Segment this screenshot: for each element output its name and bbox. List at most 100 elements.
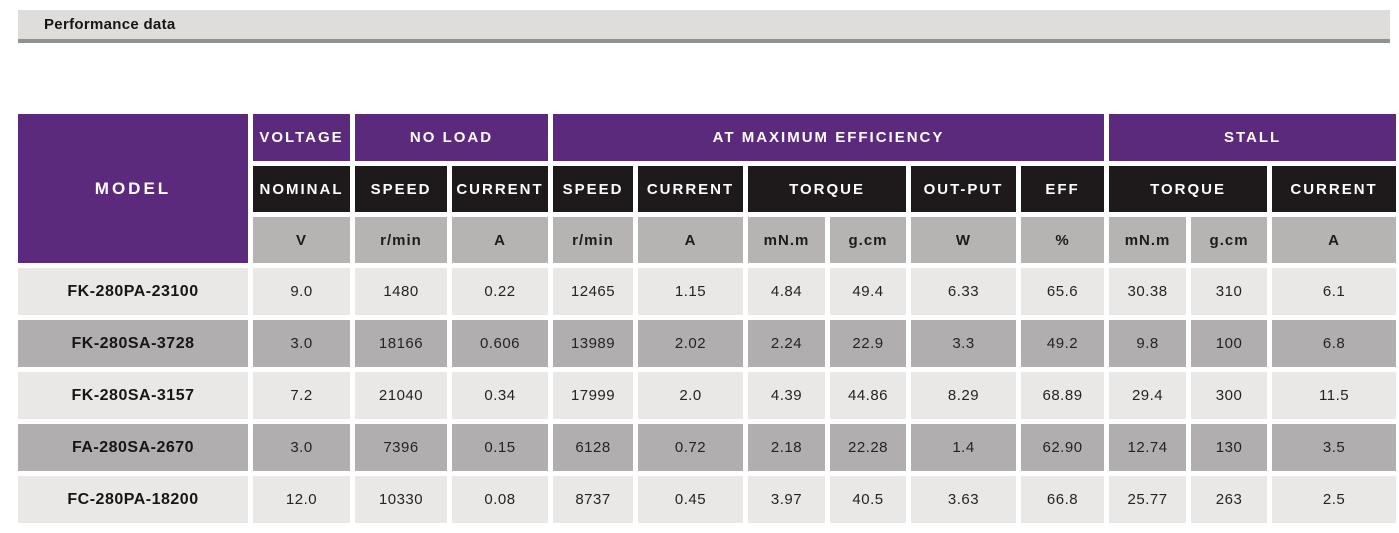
cell-maxeff-current: 1.15 xyxy=(638,268,744,315)
column-header-nominal: NOMINAL xyxy=(253,166,350,212)
cell-maxeff-torque-mnm: 4.39 xyxy=(748,372,826,419)
column-header-stall-torque: TORQUE xyxy=(1109,166,1268,212)
cell-noload-current: 0.08 xyxy=(452,476,549,523)
unit-eff-percent: % xyxy=(1021,217,1105,263)
page-title: Performance data xyxy=(44,16,176,33)
cell-maxeff-torque-mnm: 4.84 xyxy=(748,268,826,315)
cell-maxeff-torque-gcm: 22.28 xyxy=(830,424,907,471)
cell-stall-torque-gcm: 310 xyxy=(1191,268,1268,315)
column-group-no-load: NO LOAD xyxy=(355,114,549,161)
cell-voltage: 3.0 xyxy=(253,320,350,367)
cell-stall-torque-mnm: 29.4 xyxy=(1109,372,1187,419)
unit-voltage: V xyxy=(253,217,350,263)
cell-output: 6.33 xyxy=(911,268,1017,315)
cell-stall-torque-gcm: 100 xyxy=(1191,320,1268,367)
cell-maxeff-torque-mnm: 2.24 xyxy=(748,320,826,367)
cell-voltage: 7.2 xyxy=(253,372,350,419)
model-cell: FK-280PA-23100 xyxy=(18,268,248,315)
table-row: FA-280SA-2670 3.0 7396 0.15 6128 0.72 2.… xyxy=(18,424,1397,471)
header-group-row: MODEL VOLTAGE NO LOAD AT MAXIMUM EFFICIE… xyxy=(18,114,1397,263)
cell-noload-current: 0.606 xyxy=(452,320,549,367)
cell-maxeff-torque-gcm: 44.86 xyxy=(830,372,907,419)
cell-maxeff-torque-mnm: 3.97 xyxy=(748,476,826,523)
unit-maxeff-current: A xyxy=(638,217,744,263)
cell-output: 3.3 xyxy=(911,320,1017,367)
cell-maxeff-current: 0.45 xyxy=(638,476,744,523)
table-row: FK-280PA-23100 9.0 1480 0.22 12465 1.15 … xyxy=(18,268,1397,315)
cell-stall-torque-mnm: 12.74 xyxy=(1109,424,1187,471)
cell-maxeff-torque-gcm: 40.5 xyxy=(830,476,907,523)
model-cell: FC-280PA-18200 xyxy=(18,476,248,523)
cell-maxeff-speed: 8737 xyxy=(553,476,634,523)
unit-noload-speed: r/min xyxy=(355,217,447,263)
cell-stall-current: 3.5 xyxy=(1272,424,1397,471)
column-header-stall-current: CURRENT xyxy=(1272,166,1397,212)
column-header-noload-speed: SPEED xyxy=(355,166,447,212)
cell-noload-current: 0.34 xyxy=(452,372,549,419)
cell-noload-speed: 18166 xyxy=(355,320,447,367)
cell-noload-speed: 1480 xyxy=(355,268,447,315)
table-row: FK-280SA-3157 7.2 21040 0.34 17999 2.0 4… xyxy=(18,372,1397,419)
header-units-row: V r/min A r/min A mN.m g.cm W % mN.m g.c… xyxy=(18,217,1397,263)
cell-maxeff-speed: 17999 xyxy=(553,372,634,419)
column-header-eff: EFF xyxy=(1021,166,1105,212)
section-header-bar: Performance data xyxy=(18,10,1390,43)
column-header-maxeff-torque: TORQUE xyxy=(748,166,907,212)
cell-maxeff-torque-gcm: 22.9 xyxy=(830,320,907,367)
unit-stall-current: A xyxy=(1272,217,1397,263)
cell-stall-torque-gcm: 300 xyxy=(1191,372,1268,419)
model-cell: FK-280SA-3157 xyxy=(18,372,248,419)
cell-eff: 65.6 xyxy=(1021,268,1105,315)
table-row: FC-280PA-18200 12.0 10330 0.08 8737 0.45… xyxy=(18,476,1397,523)
unit-maxeff-torque-mnm: mN.m xyxy=(748,217,826,263)
cell-maxeff-torque-gcm: 49.4 xyxy=(830,268,907,315)
cell-maxeff-current: 2.02 xyxy=(638,320,744,367)
column-header-noload-current: CURRENT xyxy=(452,166,549,212)
unit-stall-torque-mnm: mN.m xyxy=(1109,217,1187,263)
table-row: FK-280SA-3728 3.0 18166 0.606 13989 2.02… xyxy=(18,320,1397,367)
unit-noload-current: A xyxy=(452,217,549,263)
column-header-output: OUT-PUT xyxy=(911,166,1017,212)
model-cell: FA-280SA-2670 xyxy=(18,424,248,471)
cell-maxeff-current: 2.0 xyxy=(638,372,744,419)
unit-maxeff-speed: r/min xyxy=(553,217,634,263)
cell-eff: 62.90 xyxy=(1021,424,1105,471)
performance-data-table: MODEL VOLTAGE NO LOAD AT MAXIMUM EFFICIE… xyxy=(13,109,1399,528)
column-group-voltage: VOLTAGE xyxy=(253,114,350,161)
unit-output-w: W xyxy=(911,217,1017,263)
cell-voltage: 3.0 xyxy=(253,424,350,471)
cell-stall-current: 11.5 xyxy=(1272,372,1397,419)
cell-output: 1.4 xyxy=(911,424,1017,471)
header-sub-row: NOMINAL SPEED CURRENT SPEED CURRENT TORQ… xyxy=(18,166,1397,212)
unit-maxeff-torque-gcm: g.cm xyxy=(830,217,907,263)
cell-stall-current: 2.5 xyxy=(1272,476,1397,523)
cell-noload-speed: 10330 xyxy=(355,476,447,523)
column-header-maxeff-current: CURRENT xyxy=(638,166,744,212)
cell-eff: 66.8 xyxy=(1021,476,1105,523)
cell-maxeff-torque-mnm: 2.18 xyxy=(748,424,826,471)
cell-stall-torque-mnm: 9.8 xyxy=(1109,320,1187,367)
cell-voltage: 9.0 xyxy=(253,268,350,315)
cell-eff: 68.89 xyxy=(1021,372,1105,419)
cell-noload-current: 0.15 xyxy=(452,424,549,471)
cell-noload-speed: 21040 xyxy=(355,372,447,419)
cell-voltage: 12.0 xyxy=(253,476,350,523)
column-header-model: MODEL xyxy=(18,114,248,263)
cell-output: 3.63 xyxy=(911,476,1017,523)
cell-noload-current: 0.22 xyxy=(452,268,549,315)
cell-stall-current: 6.8 xyxy=(1272,320,1397,367)
cell-noload-speed: 7396 xyxy=(355,424,447,471)
cell-output: 8.29 xyxy=(911,372,1017,419)
cell-stall-torque-gcm: 263 xyxy=(1191,476,1268,523)
cell-maxeff-speed: 13989 xyxy=(553,320,634,367)
cell-stall-torque-mnm: 30.38 xyxy=(1109,268,1187,315)
cell-maxeff-current: 0.72 xyxy=(638,424,744,471)
column-header-maxeff-speed: SPEED xyxy=(553,166,634,212)
cell-maxeff-speed: 6128 xyxy=(553,424,634,471)
cell-eff: 49.2 xyxy=(1021,320,1105,367)
cell-stall-torque-gcm: 130 xyxy=(1191,424,1268,471)
column-group-max-efficiency: AT MAXIMUM EFFICIENCY xyxy=(553,114,1105,161)
model-cell: FK-280SA-3728 xyxy=(18,320,248,367)
column-group-stall: STALL xyxy=(1109,114,1397,161)
cell-maxeff-speed: 12465 xyxy=(553,268,634,315)
